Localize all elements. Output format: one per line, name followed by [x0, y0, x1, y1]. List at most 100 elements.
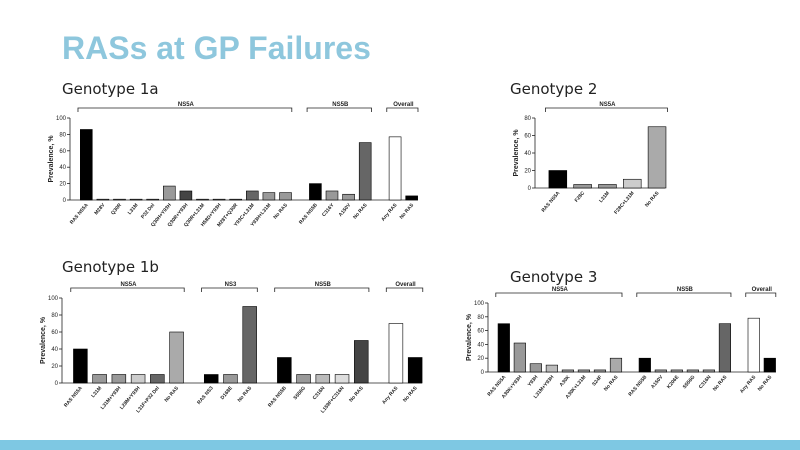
bar [73, 348, 88, 384]
y-tick-label: 100 [474, 301, 485, 307]
bar [229, 198, 242, 201]
chart-subtitle: Genotype 3 [510, 268, 598, 286]
group-bracket [70, 287, 185, 292]
x-tick-label: Any RAS [380, 202, 399, 223]
bar [405, 195, 418, 201]
x-tick-label: F28C [574, 190, 587, 204]
bar [638, 357, 651, 373]
group-label: Overall [395, 282, 416, 288]
bar [598, 184, 617, 189]
group-bracket [636, 292, 732, 297]
bar [686, 369, 699, 373]
y-tick-label: 40 [59, 165, 66, 171]
y-tick-label: 100 [48, 296, 59, 302]
group-bracket [77, 107, 293, 112]
bar [573, 184, 592, 189]
x-tick-label: L31M [598, 190, 611, 204]
group-bracket [306, 107, 372, 112]
chart-subtitle: Genotype 1b [62, 258, 159, 276]
bar [358, 142, 372, 201]
x-tick-label: RAS NS3 [196, 385, 215, 406]
y-axis-label: Prevalence, % [40, 316, 47, 364]
x-tick-label: RAS NS5B [298, 202, 319, 226]
x-tick-label: L31M [90, 385, 103, 399]
y-tick-label: 60 [51, 330, 58, 336]
x-tick-label: Any RAS [739, 374, 758, 395]
x-tick-label: No RAS [603, 374, 620, 393]
slide-title: RASs at GP Failures [62, 30, 371, 66]
y-tick-label: 40 [477, 342, 484, 348]
group-label: NS5B [332, 102, 349, 108]
x-tick-label: A150V [650, 374, 665, 390]
y-tick-label: 0 [63, 198, 67, 204]
bar [296, 374, 311, 384]
x-tick-label: RAS NS5B [627, 374, 648, 398]
bar [212, 198, 226, 201]
y-tick-label: 0 [55, 381, 59, 387]
bar [577, 369, 590, 373]
bar [354, 340, 369, 384]
x-tick-label: Q30R [110, 202, 123, 216]
x-tick-label: C316N [312, 385, 327, 401]
chart-subtitle: Genotype 2 [510, 80, 598, 98]
bar [388, 136, 402, 201]
group-label: Overall [752, 287, 773, 293]
chart-subtitle: Genotype 1a [62, 80, 159, 98]
bar [763, 357, 776, 373]
x-tick-label: No RAS [399, 202, 416, 221]
x-tick-label: Any RAS [381, 385, 400, 406]
bar [529, 363, 542, 373]
y-tick-label: 80 [477, 315, 484, 321]
y-tick-label: 20 [524, 169, 531, 175]
group-bracket [495, 292, 623, 297]
bar [80, 129, 93, 201]
group-bracket [274, 287, 370, 292]
group-label: NS5A [120, 282, 137, 288]
x-tick-label: F28C+L31M [613, 190, 636, 215]
bar [130, 374, 146, 384]
group-bracket [745, 292, 777, 297]
bar [647, 126, 667, 189]
bar [92, 374, 107, 384]
x-tick-label: C316N [698, 374, 713, 390]
y-tick-label: 0 [481, 370, 485, 376]
bar [315, 374, 331, 384]
bar [747, 317, 760, 373]
y-axis-label: Prevalence, % [48, 135, 55, 183]
bar [196, 198, 209, 201]
bar [388, 323, 404, 384]
group-label: NS3 [225, 282, 237, 288]
group-label: NS5B [677, 287, 694, 293]
bar [309, 183, 322, 201]
y-tick-label: 20 [51, 364, 58, 370]
bar [223, 374, 238, 384]
y-axis-label: Prevalence, % [513, 129, 520, 177]
group-label: NS5A [599, 102, 616, 108]
bar [96, 198, 110, 201]
y-tick-label: 20 [477, 356, 484, 362]
group-bracket [201, 287, 258, 292]
y-axis-label: Prevalence, % [466, 313, 473, 361]
bar [129, 198, 143, 201]
y-tick-label: 60 [524, 134, 531, 140]
y-tick-label: 60 [477, 329, 484, 335]
group-bracket [385, 287, 424, 292]
x-tick-label: A150V [338, 202, 353, 218]
bar [609, 357, 623, 373]
x-tick-label: C316Y [321, 202, 336, 218]
x-tick-label: K206E [666, 374, 681, 390]
y-tick-label: 0 [528, 186, 532, 192]
bar [146, 198, 159, 201]
bar [654, 369, 667, 373]
x-tick-label: S556G [292, 385, 307, 401]
bar [163, 185, 176, 201]
bar [203, 374, 219, 384]
y-tick-label: 80 [51, 313, 58, 319]
bar [342, 193, 355, 201]
bar [262, 192, 276, 201]
group-bracket [545, 107, 668, 112]
bar [246, 190, 259, 201]
x-tick-label: RAS NS5B [267, 385, 288, 409]
